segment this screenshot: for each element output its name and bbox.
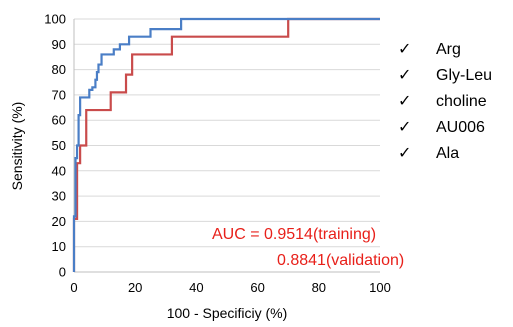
legend: ✓ Arg ✓ Gly-Leu ✓ choline ✓ AU006 ✓ Ala (398, 39, 492, 162)
x-tick-label: 0 (70, 280, 77, 295)
legend-item-ala: Ala (436, 145, 459, 162)
x-tick-label: 100 (369, 280, 391, 295)
y-tick-label: 70 (52, 87, 66, 102)
y-axis-title: Sensitivity (%) (9, 102, 25, 191)
legend-check-icon: ✓ (398, 91, 411, 110)
legend-item-arg: Arg (436, 41, 461, 58)
roc-curve-training (72, 17, 380, 272)
y-tick-label: 0 (59, 265, 66, 280)
auc-validation-label: 0.8841(validation) (277, 252, 404, 269)
x-tick-label: 80 (312, 280, 326, 295)
auc-annotation: AUC = 0.9514(training) 0.8841(validation… (212, 226, 404, 269)
x-axis-title: 100 - Specificiy (%) (167, 305, 288, 321)
legend-item-gly-leu: Gly-Leu (436, 67, 492, 84)
legend-check-icon: ✓ (398, 65, 411, 84)
legend-check-icon: ✓ (398, 117, 411, 136)
y-tick-label: 40 (52, 163, 66, 178)
roc-curve-validation (72, 17, 380, 272)
auc-training-label: AUC = 0.9514(training) (212, 226, 376, 243)
y-tick-label: 100 (44, 12, 66, 27)
y-tick-label: 90 (52, 37, 66, 52)
legend-item-choline: choline (436, 93, 487, 110)
y-tick-label: 80 (52, 62, 66, 77)
legend-check-icon: ✓ (398, 143, 411, 162)
legend-item-au006: AU006 (436, 119, 485, 136)
y-tick-label: 20 (52, 214, 66, 229)
series-group (72, 17, 380, 272)
x-tick-label: 60 (250, 280, 264, 295)
y-tick-label: 50 (52, 138, 66, 153)
y-tick-label: 30 (52, 189, 66, 204)
y-tick-label: 60 (52, 113, 66, 128)
y-tick-label: 10 (52, 239, 66, 254)
gridlines (74, 18, 380, 248)
legend-check-icon: ✓ (398, 39, 411, 58)
tick-labels: 0 10 20 30 40 50 60 70 80 90 100 0 20 40 60 80 100 (44, 12, 391, 296)
x-tick-label: 20 (128, 280, 142, 295)
x-tick-label: 40 (189, 280, 203, 295)
